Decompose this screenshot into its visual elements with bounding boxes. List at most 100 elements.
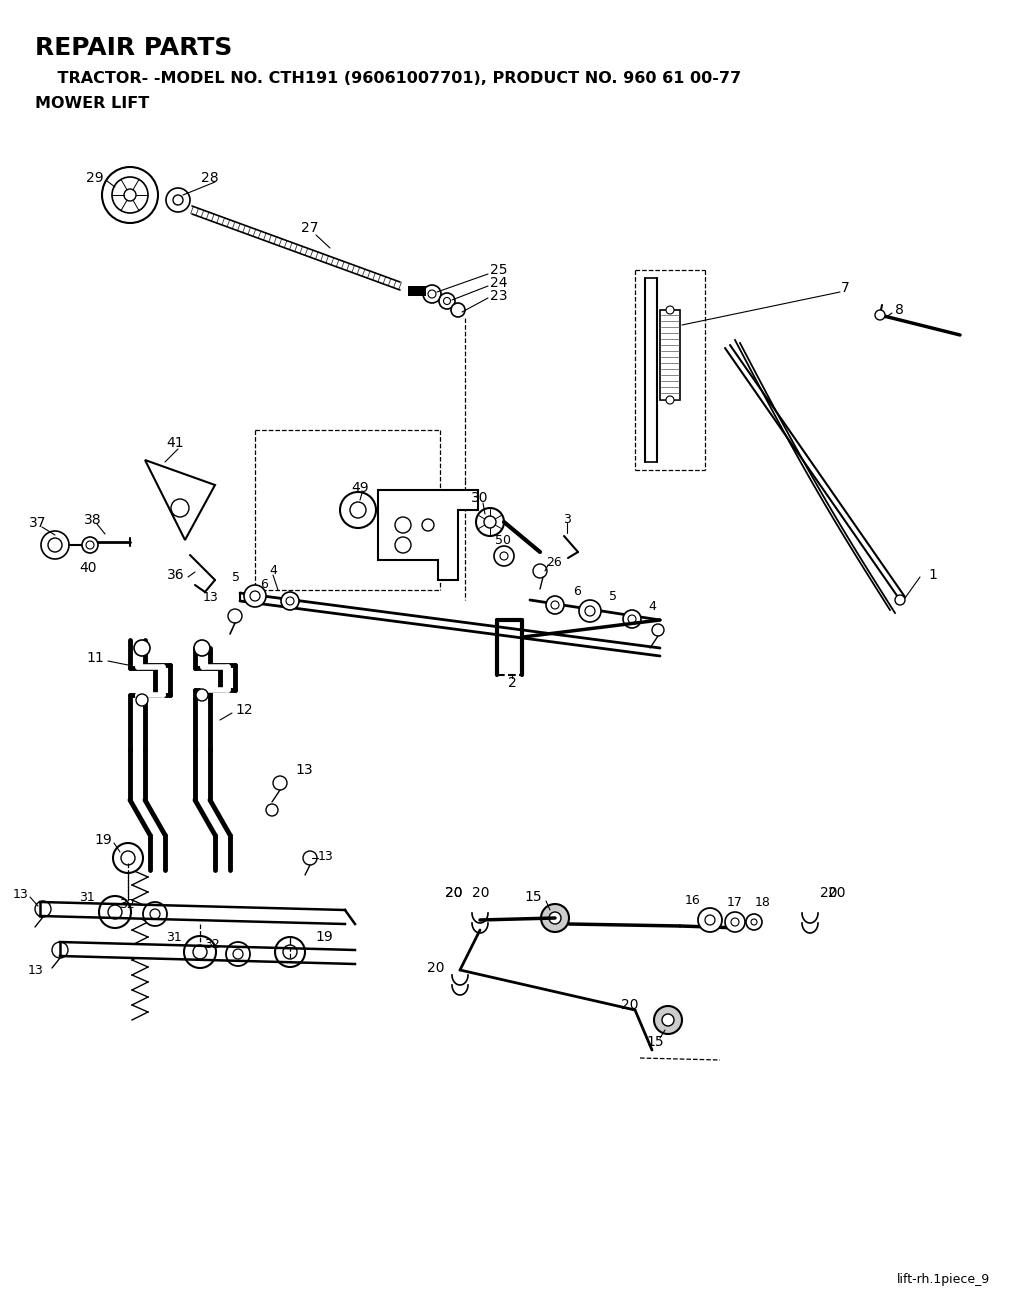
Text: 28: 28 xyxy=(201,171,219,185)
Circle shape xyxy=(86,540,94,548)
Text: 27: 27 xyxy=(301,221,318,235)
Circle shape xyxy=(476,508,504,537)
Circle shape xyxy=(541,903,569,932)
Circle shape xyxy=(746,914,762,930)
Text: 37: 37 xyxy=(30,515,47,530)
Circle shape xyxy=(266,803,278,817)
Circle shape xyxy=(244,585,266,608)
Text: 5: 5 xyxy=(609,589,617,602)
Text: 4: 4 xyxy=(648,600,656,613)
Circle shape xyxy=(698,907,722,932)
Circle shape xyxy=(654,1006,682,1034)
Circle shape xyxy=(423,285,441,302)
Polygon shape xyxy=(40,902,355,924)
Circle shape xyxy=(134,640,150,656)
Text: 1: 1 xyxy=(928,568,937,583)
Circle shape xyxy=(428,291,436,299)
Text: 31: 31 xyxy=(79,890,95,903)
Circle shape xyxy=(273,776,287,790)
Circle shape xyxy=(443,297,451,305)
Text: 30: 30 xyxy=(471,490,488,505)
Circle shape xyxy=(226,942,250,967)
Circle shape xyxy=(233,949,243,959)
Circle shape xyxy=(108,905,122,919)
Text: 6: 6 xyxy=(573,584,581,597)
Circle shape xyxy=(549,913,561,924)
Circle shape xyxy=(546,596,564,614)
Circle shape xyxy=(150,909,160,919)
Text: 40: 40 xyxy=(79,562,96,575)
Text: 16: 16 xyxy=(684,893,700,906)
Text: 13: 13 xyxy=(203,590,218,604)
Text: 18: 18 xyxy=(755,896,771,909)
Circle shape xyxy=(725,913,745,932)
Text: 15: 15 xyxy=(646,1035,664,1049)
Circle shape xyxy=(350,502,366,518)
Bar xyxy=(408,285,426,296)
Circle shape xyxy=(228,609,242,623)
Text: 2: 2 xyxy=(508,676,516,690)
Text: 4: 4 xyxy=(269,564,276,576)
Circle shape xyxy=(35,901,51,917)
Text: 49: 49 xyxy=(351,481,369,494)
Text: 20: 20 xyxy=(427,961,445,974)
Text: TRACTOR- -MODEL NO. CTH191 (96061007701), PRODUCT NO. 960 61 00-77: TRACTOR- -MODEL NO. CTH191 (96061007701)… xyxy=(35,71,741,85)
Circle shape xyxy=(494,546,514,565)
Text: 3: 3 xyxy=(563,513,571,526)
Circle shape xyxy=(184,936,216,968)
Text: 32: 32 xyxy=(204,938,220,951)
Text: 13: 13 xyxy=(318,849,334,863)
Circle shape xyxy=(48,538,62,552)
Text: 19: 19 xyxy=(94,832,112,847)
Circle shape xyxy=(579,600,601,622)
Circle shape xyxy=(652,625,664,636)
Text: 20: 20 xyxy=(828,886,846,899)
Circle shape xyxy=(171,498,189,517)
Circle shape xyxy=(751,919,757,924)
Text: 15: 15 xyxy=(524,890,542,903)
Text: 38: 38 xyxy=(84,513,101,527)
Text: MOWER LIFT: MOWER LIFT xyxy=(35,96,150,110)
Text: 13: 13 xyxy=(295,763,312,777)
Circle shape xyxy=(166,188,190,212)
Bar xyxy=(660,310,680,400)
Circle shape xyxy=(283,945,297,959)
Circle shape xyxy=(286,597,294,605)
Circle shape xyxy=(395,517,411,533)
Circle shape xyxy=(422,519,434,531)
Circle shape xyxy=(731,918,739,926)
Text: 20: 20 xyxy=(820,886,838,899)
Text: lift-rh.1piece_9: lift-rh.1piece_9 xyxy=(897,1273,990,1286)
Circle shape xyxy=(52,942,68,959)
Text: 25: 25 xyxy=(490,263,508,277)
Text: 13: 13 xyxy=(12,888,28,901)
Text: 19: 19 xyxy=(315,930,333,944)
Text: 20: 20 xyxy=(444,886,462,899)
Polygon shape xyxy=(378,490,478,580)
Text: 23: 23 xyxy=(490,289,508,302)
Text: 8: 8 xyxy=(895,302,904,317)
Circle shape xyxy=(340,492,376,529)
Text: 7: 7 xyxy=(841,281,849,295)
Circle shape xyxy=(439,293,455,309)
Circle shape xyxy=(112,178,148,213)
Circle shape xyxy=(99,896,131,928)
Circle shape xyxy=(193,945,207,959)
Circle shape xyxy=(250,590,260,601)
Circle shape xyxy=(82,537,98,554)
Circle shape xyxy=(113,843,143,873)
Text: 20: 20 xyxy=(444,886,462,899)
Circle shape xyxy=(41,531,69,559)
Text: 20: 20 xyxy=(621,998,638,1013)
Text: 24: 24 xyxy=(490,276,508,291)
Circle shape xyxy=(484,515,496,529)
Text: 11: 11 xyxy=(86,651,104,665)
Circle shape xyxy=(551,601,559,609)
Circle shape xyxy=(666,396,674,404)
Circle shape xyxy=(303,851,317,865)
Circle shape xyxy=(534,564,547,579)
Circle shape xyxy=(196,689,208,701)
Circle shape xyxy=(124,189,136,201)
Circle shape xyxy=(662,1014,674,1026)
Circle shape xyxy=(705,915,715,924)
